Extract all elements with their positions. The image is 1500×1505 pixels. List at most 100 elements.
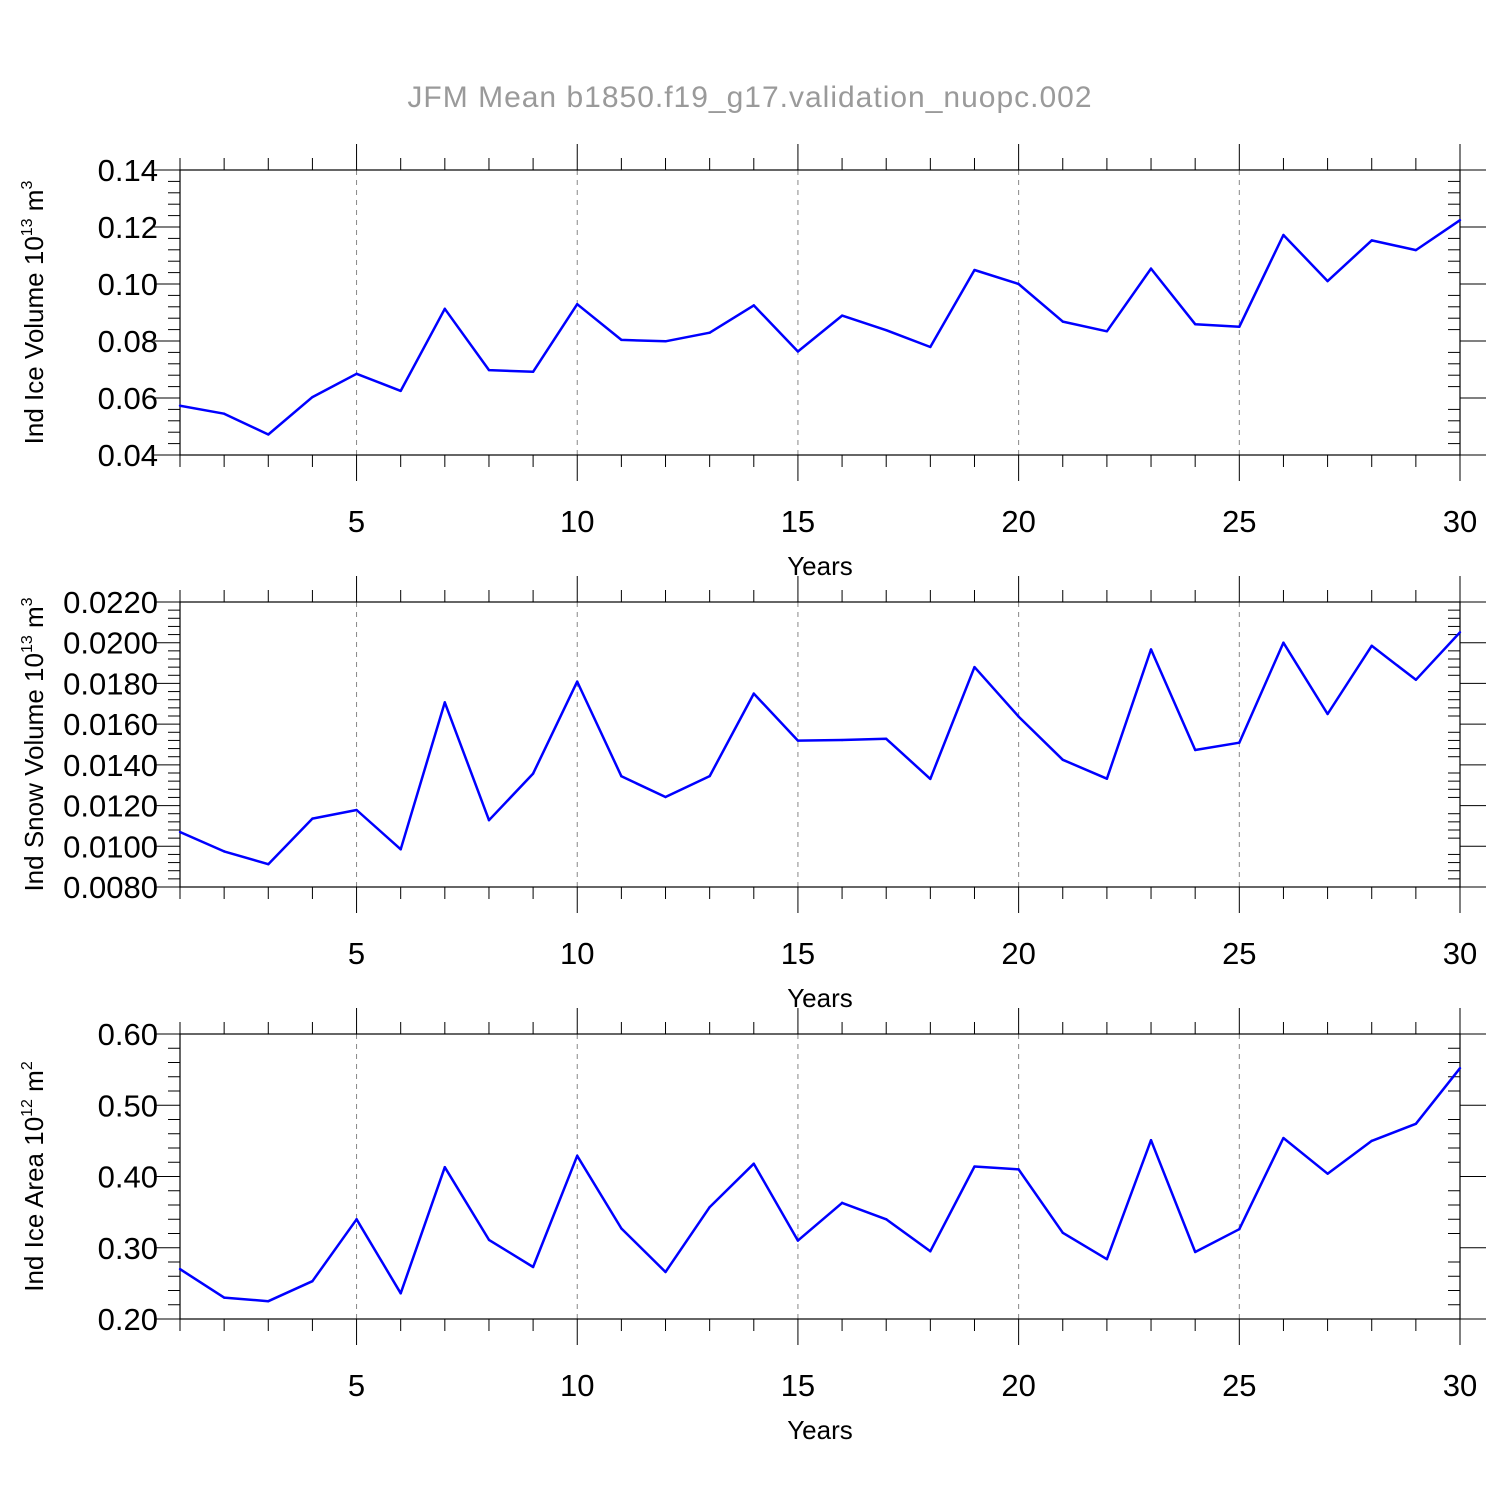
data-point: [1326, 712, 1329, 716]
data-point: [1017, 282, 1020, 286]
data-point: [1238, 1228, 1241, 1231]
data-point: [222, 1296, 226, 1299]
data-point: [531, 370, 535, 373]
y-tick-label: 0.06: [98, 381, 158, 416]
data-point: [222, 412, 226, 415]
x-tick-label: 20: [1001, 1368, 1035, 1403]
y-tick-label: 0.30: [98, 1231, 158, 1266]
y-tick-label: 0.12: [98, 210, 158, 245]
x-tick-label: 25: [1222, 936, 1256, 971]
y-axis-label-text: Ind Ice Area 10: [19, 1117, 49, 1292]
data-point: [1414, 1122, 1418, 1125]
x-axis-label: Years: [787, 1415, 853, 1445]
x-tick-label: 25: [1222, 1368, 1256, 1403]
data-point: [664, 795, 667, 799]
data-point: [399, 389, 402, 393]
data-point: [267, 433, 270, 436]
data-point: [1282, 233, 1285, 237]
data-point: [355, 1218, 358, 1221]
series-line: [180, 1067, 1460, 1303]
data-point: [1370, 239, 1373, 242]
data-point: [443, 701, 447, 704]
y-axis-label-superscript: 3: [19, 181, 36, 190]
plot-frame: [179, 1033, 1461, 1320]
data-point: [487, 819, 491, 822]
data-point: [355, 808, 358, 812]
data-point: [1149, 267, 1153, 270]
data-point: [1149, 1138, 1153, 1142]
data-point: [708, 1205, 711, 1209]
series-line: [180, 219, 1460, 436]
data-point: [399, 848, 402, 851]
data-point: [1458, 1067, 1462, 1070]
data-point: [1017, 1168, 1020, 1171]
y-tick-label: 0.08: [98, 324, 158, 359]
data-point: [1282, 641, 1285, 644]
plot-frame: [179, 169, 1461, 456]
x-tick-label: 5: [348, 504, 365, 539]
y-axis-label-text: Ind Ice Volume 10: [19, 236, 49, 444]
data-point: [796, 1239, 800, 1242]
x-tick-label: 15: [781, 1368, 815, 1403]
y-tick-label: 0.0180: [63, 666, 158, 701]
chart-panel-1: 0.04 0.06 0.08 0.10 0.12 0.14 5 10 15 20 25 30 Years…: [19, 144, 1486, 581]
data-point: [620, 1227, 623, 1230]
x-tick-label: 10: [560, 504, 594, 539]
plot-frame: [179, 601, 1461, 888]
x-tick-label: 20: [1001, 936, 1035, 971]
data-point: [708, 331, 711, 334]
data-point: [355, 372, 358, 375]
data-point: [1370, 1139, 1373, 1143]
data-point: [1326, 1172, 1329, 1175]
data-point: [620, 775, 623, 778]
data-point: [576, 303, 579, 306]
data-point: [1458, 631, 1462, 634]
data-point: [311, 817, 314, 820]
data-point: [1105, 777, 1109, 780]
chart-panel-3: 0.20 0.30 0.40 0.50 0.60 5 10 15 20 25 30 Years Ind …: [19, 1008, 1486, 1445]
y-tick-label: 0.0080: [63, 870, 158, 905]
y-tick-label: 0.60: [98, 1017, 158, 1052]
y-axis-label: Ind Ice Volume 1013 m3: [19, 181, 49, 445]
data-point: [178, 404, 182, 407]
data-point: [222, 850, 226, 853]
x-tick-label: 5: [348, 1368, 365, 1403]
data-point: [311, 1280, 314, 1283]
x-tick-label: 15: [781, 936, 815, 971]
data-point: [487, 368, 491, 372]
data-point: [1149, 648, 1153, 651]
data-point: [929, 1250, 932, 1253]
data-point: [1017, 715, 1020, 718]
data-point: [267, 863, 270, 866]
data-point: [1193, 322, 1197, 326]
data-point: [752, 304, 755, 307]
data-point: [664, 1270, 667, 1274]
data-point: [973, 665, 976, 669]
data-point: [1238, 741, 1241, 744]
data-point: [1061, 1231, 1064, 1234]
y-tick-label: 0.0160: [63, 707, 158, 742]
data-point: [487, 1238, 491, 1242]
y-axis-label-superscript: 13: [19, 218, 36, 236]
data-point: [885, 328, 888, 332]
data-point: [178, 830, 182, 834]
y-tick-label: 0.0220: [63, 585, 158, 620]
data-point: [1414, 248, 1418, 252]
y-axis-label-text: m: [19, 1070, 49, 1099]
y-tick-label: 0.10: [98, 267, 158, 302]
data-point: [576, 1154, 579, 1158]
data-point: [531, 1265, 535, 1269]
x-tick-label: 10: [560, 936, 594, 971]
data-point: [620, 338, 623, 342]
data-point: [929, 777, 932, 781]
data-point: [178, 1267, 182, 1271]
y-axis-label: Ind Ice Area 1012 m2: [19, 1061, 49, 1292]
data-point: [576, 680, 579, 683]
data-point: [1238, 325, 1241, 328]
data-point: [399, 1292, 402, 1295]
data-point: [443, 307, 447, 310]
y-axis-label-superscript: 2: [19, 1061, 36, 1070]
x-tick-label: 30: [1443, 504, 1477, 539]
data-point: [311, 395, 314, 399]
